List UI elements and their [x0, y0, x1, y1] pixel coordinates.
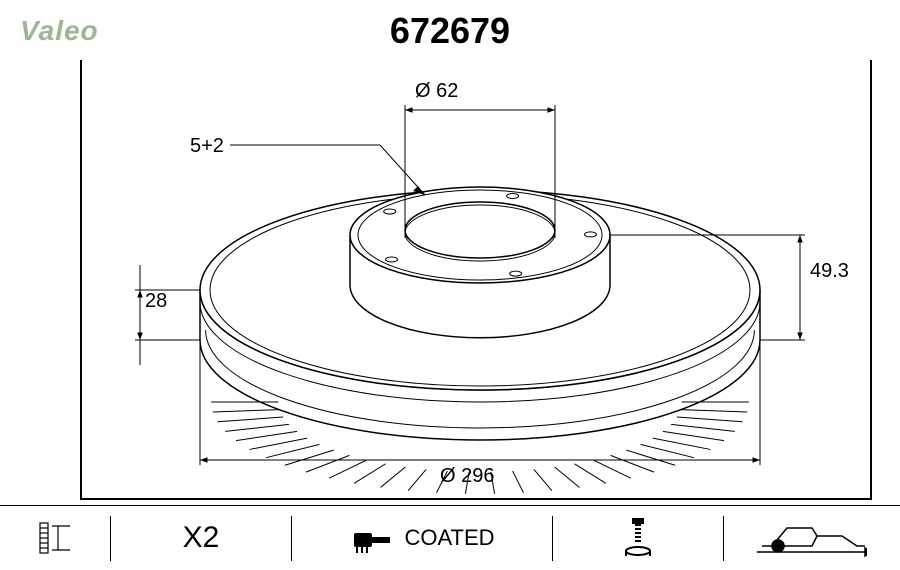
disc-svg: [80, 60, 870, 500]
brush-icon: [349, 521, 394, 556]
footer-car-icon: [724, 506, 899, 570]
part-number: 672679: [390, 10, 510, 52]
footer-bolt-icon: [553, 506, 723, 570]
footer-disc-icon: [0, 506, 110, 570]
dim-holes: 5+2: [190, 135, 224, 158]
dim-thickness: 28: [145, 290, 167, 313]
technical-drawing: Ø 62 5+2 28 49.3 Ø 296: [80, 60, 870, 500]
coated-label: COATED: [404, 525, 494, 551]
footer-quantity: X2: [111, 506, 291, 570]
brand-logo: Valeo: [20, 15, 99, 47]
dim-height: 49.3: [810, 260, 849, 283]
footer-coated: COATED: [292, 506, 552, 570]
dim-bore: Ø 62: [415, 80, 458, 103]
dim-outer: Ø 296: [440, 465, 494, 488]
footer-bar: X2 COATED: [0, 505, 900, 570]
